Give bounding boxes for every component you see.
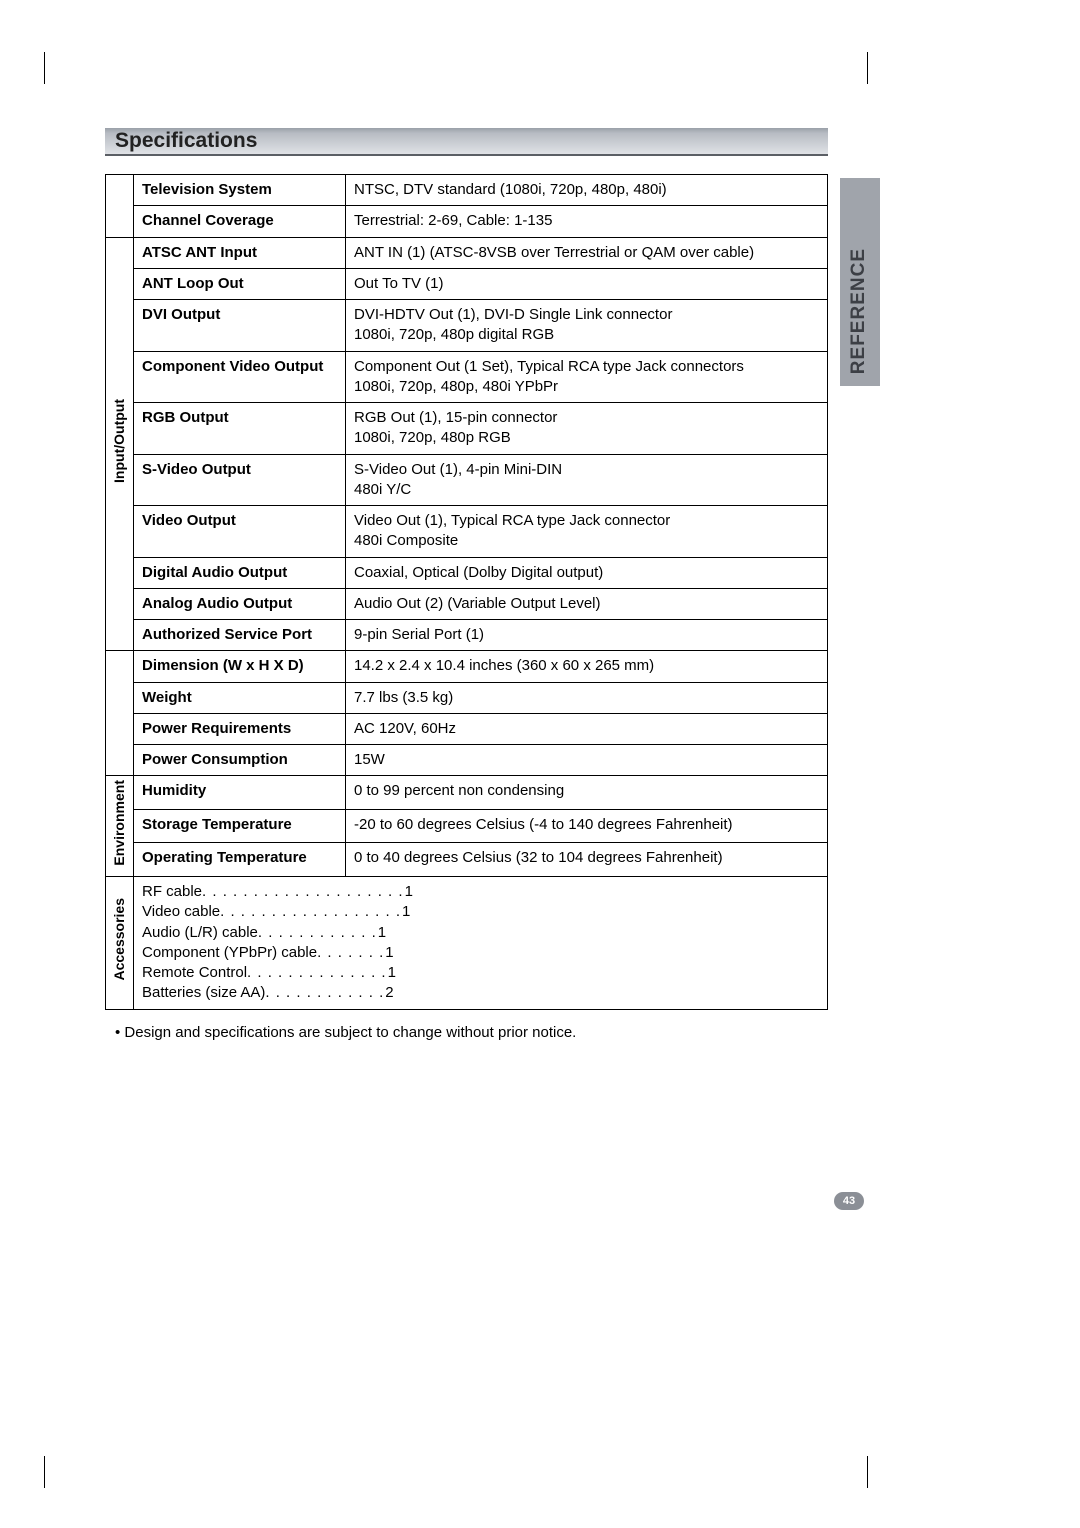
row-value: NTSC, DTV standard (1080i, 720p, 480p, 4… [346, 175, 828, 206]
row-value: Audio Out (2) (Variable Output Level) [346, 588, 828, 619]
row-value: Coaxial, Optical (Dolby Digital output) [346, 557, 828, 588]
accessory-qty: 2 [384, 983, 393, 1003]
accessory-dots: . . . . . . . [317, 943, 384, 963]
accessory-qty: 1 [404, 882, 413, 902]
accessory-qty: 1 [377, 923, 386, 943]
row-label: S-Video Output [134, 454, 346, 506]
accessory-qty: 1 [401, 902, 410, 922]
row-label: Television System [134, 175, 346, 206]
accessory-qty: 1 [384, 943, 393, 963]
accessory-dots: . . . . . . . . . . . . . . . . . . . . [202, 882, 404, 902]
accessory-name: Remote Control [142, 963, 247, 983]
row-value: DVI-HDTV Out (1), DVI-D Single Link conn… [346, 300, 828, 352]
category-input-output: Input/Output [106, 237, 134, 651]
row-value: ANT IN (1) (ATSC-8VSB over Terrestrial o… [346, 237, 828, 268]
row-label: Video Output [134, 506, 346, 558]
row-value: Terrestrial: 2-69, Cable: 1-135 [346, 206, 828, 237]
accessory-line: Audio (L/R) cable . . . . . . . . . . . … [142, 923, 819, 943]
row-label: Storage Temperature [134, 809, 346, 843]
accessory-line: Video cable . . . . . . . . . . . . . . … [142, 902, 819, 922]
accessory-dots: . . . . . . . . . . . . . . [247, 963, 387, 983]
row-label: Power Consumption [134, 745, 346, 776]
row-value: 9-pin Serial Port (1) [346, 620, 828, 651]
row-value: -20 to 60 degrees Celsius (-4 to 140 deg… [346, 809, 828, 843]
row-label: Authorized Service Port [134, 620, 346, 651]
row-value: Out To TV (1) [346, 268, 828, 299]
row-label: Weight [134, 682, 346, 713]
row-value: S-Video Out (1), 4-pin Mini-DIN 480i Y/C [346, 454, 828, 506]
category-environment: Environment [106, 776, 134, 877]
accessory-name: Batteries (size AA) [142, 983, 265, 1003]
accessory-dots: . . . . . . . . . . . . [265, 983, 384, 1003]
row-value: Component Out (1 Set), Typical RCA type … [346, 351, 828, 403]
row-label: Analog Audio Output [134, 588, 346, 619]
row-value: RGB Out (1), 15-pin connector 1080i, 720… [346, 403, 828, 455]
row-value: 7.7 lbs (3.5 kg) [346, 682, 828, 713]
accessory-name: Video cable [142, 902, 220, 922]
row-label: Power Requirements [134, 713, 346, 744]
accessory-name: Component (YPbPr) cable [142, 943, 317, 963]
accessory-dots: . . . . . . . . . . . . [258, 923, 377, 943]
category-accessories: Accessories [106, 877, 134, 1010]
row-value: Video Out (1), Typical RCA type Jack con… [346, 506, 828, 558]
footnote: • Design and specifications are subject … [105, 1024, 828, 1041]
row-label: Operating Temperature [134, 843, 346, 877]
accessory-qty: 1 [387, 963, 396, 983]
accessory-dots: . . . . . . . . . . . . . . . . . . [220, 902, 401, 922]
row-value: 0 to 99 percent non condensing [346, 776, 828, 810]
row-label: Dimension (W x H X D) [134, 651, 346, 682]
row-label: Channel Coverage [134, 206, 346, 237]
accessory-name: RF cable [142, 882, 202, 902]
accessory-line: RF cable . . . . . . . . . . . . . . . .… [142, 882, 819, 902]
row-label: Digital Audio Output [134, 557, 346, 588]
page-title: Specifications [105, 129, 257, 153]
row-label: RGB Output [134, 403, 346, 455]
accessory-line: Remote Control . . . . . . . . . . . . .… [142, 963, 819, 983]
row-label: DVI Output [134, 300, 346, 352]
section-tab-label: REFERENCE [848, 248, 870, 374]
accessory-line: Batteries (size AA) . . . . . . . . . . … [142, 983, 819, 1003]
row-label: ATSC ANT Input [134, 237, 346, 268]
row-value: 14.2 x 2.4 x 10.4 inches (360 x 60 x 265… [346, 651, 828, 682]
accessories-cell: RF cable . . . . . . . . . . . . . . . .… [134, 877, 828, 1010]
row-label: Humidity [134, 776, 346, 810]
specifications-table: Television System NTSC, DTV standard (10… [105, 174, 828, 1010]
section-tab: REFERENCE [840, 178, 880, 386]
row-value: AC 120V, 60Hz [346, 713, 828, 744]
row-value: 0 to 40 degrees Celsius (32 to 104 degre… [346, 843, 828, 877]
title-bar: Specifications [105, 128, 828, 156]
row-value: 15W [346, 745, 828, 776]
accessory-name: Audio (L/R) cable [142, 923, 258, 943]
accessory-line: Component (YPbPr) cable . . . . . . .1 [142, 943, 819, 963]
page-number: 43 [843, 1195, 855, 1207]
row-label: Component Video Output [134, 351, 346, 403]
row-label: ANT Loop Out [134, 268, 346, 299]
page-number-badge: 43 [834, 1192, 864, 1210]
